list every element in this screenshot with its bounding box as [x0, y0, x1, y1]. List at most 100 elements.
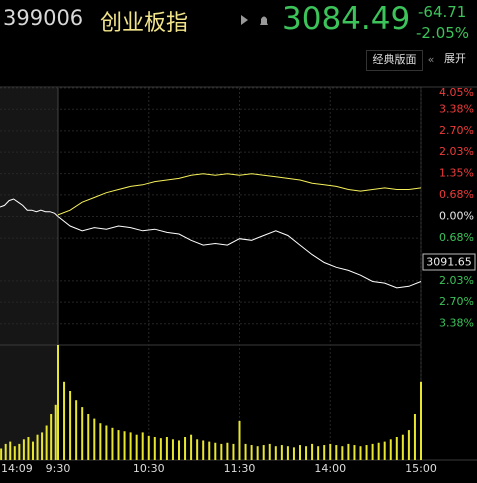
- x-tick-label: 14:00: [314, 462, 346, 475]
- volume-bar: [329, 443, 332, 460]
- y-tick-label: 0.68%: [439, 231, 474, 244]
- volume-bar: [196, 439, 199, 460]
- volume-bar: [81, 407, 84, 460]
- expand-button[interactable]: 展开: [444, 53, 466, 65]
- volume-bar: [262, 445, 265, 460]
- x-tick-label: 15:00: [405, 462, 437, 475]
- volume-bar: [238, 420, 241, 460]
- volume-bar: [359, 446, 362, 460]
- volume-bar: [4, 443, 7, 460]
- volume-bar: [36, 434, 39, 460]
- volume-bar: [190, 434, 193, 460]
- price-line: [57, 173, 422, 216]
- volume-bar: [0, 448, 3, 460]
- volume-bar: [123, 431, 126, 460]
- volume-bar: [184, 437, 187, 460]
- volume-bar: [347, 443, 350, 460]
- volume-bar: [377, 442, 380, 460]
- volume-bar: [165, 437, 168, 460]
- volume-bar: [407, 430, 410, 460]
- x-tick-label: 11:30: [224, 462, 256, 475]
- price: 3084.49: [282, 1, 411, 37]
- volume-bar: [18, 443, 21, 460]
- x-tick-label: 14:09: [1, 462, 33, 475]
- y-tick-label: 0.68%: [439, 188, 474, 201]
- y-tick-label: 3.38%: [439, 102, 474, 115]
- volume-bar: [50, 414, 53, 460]
- x-tick-label: 9:30: [46, 462, 71, 475]
- volume-bar: [141, 432, 144, 460]
- volume-bar: [54, 404, 57, 460]
- volume-bar: [178, 440, 180, 460]
- volume-bar: [250, 445, 253, 460]
- volume-bar: [87, 414, 90, 460]
- stock-code: 399006: [3, 6, 84, 30]
- volume-bar: [13, 446, 16, 460]
- volume-bar: [244, 443, 247, 460]
- volume-bar: [75, 400, 78, 460]
- y-tick-label: 2.03%: [439, 274, 474, 287]
- volume-bar: [208, 441, 211, 460]
- volume-bar: [299, 445, 301, 460]
- volume-bar: [311, 443, 314, 460]
- price-line: [0, 198, 59, 217]
- volume-bar: [389, 439, 392, 460]
- bell-icon[interactable]: [260, 16, 268, 26]
- volume-bar: [111, 427, 114, 460]
- volume-bar: [274, 446, 277, 460]
- volume-bar: [153, 437, 156, 460]
- volume-bar: [420, 381, 422, 460]
- x-tick-label: 10:30: [133, 462, 165, 475]
- volume-bar: [41, 432, 44, 460]
- y-tick-label: 2.70%: [439, 124, 474, 137]
- y-tick-label: 1.35%: [439, 167, 474, 180]
- cursor-box: [422, 253, 476, 271]
- volume-bar: [305, 446, 308, 460]
- volume-bar: [9, 441, 12, 460]
- volume-bar: [395, 437, 398, 460]
- volume-bar: [22, 439, 25, 460]
- y-tick-label: 2.70%: [439, 295, 474, 308]
- cursor-label: 3091.65: [426, 256, 472, 269]
- volume-bar: [232, 443, 235, 460]
- price-line: [57, 216, 422, 289]
- volume-bar: [341, 446, 344, 460]
- volume-bar: [286, 446, 289, 460]
- change-pct: -2.05%: [416, 24, 470, 42]
- volume-bar: [365, 445, 368, 460]
- volume-bar: [159, 438, 162, 460]
- volume-bar: [31, 441, 34, 460]
- volume-bar: [171, 439, 174, 460]
- volume-bar: [214, 442, 217, 460]
- volume-bar: [256, 446, 259, 460]
- volume-bar: [147, 435, 150, 460]
- volume-bar: [268, 443, 271, 460]
- layout-button[interactable]: 经典版面: [366, 50, 423, 71]
- volume-bar: [292, 447, 295, 460]
- volume-bar: [45, 425, 48, 460]
- volume-bar: [69, 391, 72, 460]
- previous-session-bg: [0, 88, 58, 460]
- y-tick-label: 0.00%: [439, 210, 474, 223]
- volume-bar: [63, 381, 66, 460]
- volume-bar: [202, 440, 205, 460]
- volume-bar: [93, 418, 96, 460]
- volume-bar: [105, 425, 108, 460]
- stock-name: 创业板指: [100, 10, 189, 35]
- volume-bar: [371, 443, 374, 460]
- volume-bar: [323, 445, 326, 460]
- volume-bar: [117, 430, 120, 460]
- volume-bar: [27, 437, 30, 460]
- y-tick-label: 4.05%: [439, 86, 474, 99]
- volume-bar: [57, 345, 59, 460]
- volume-bar: [335, 445, 338, 460]
- collapse-icon[interactable]: «: [428, 53, 435, 66]
- play-icon[interactable]: [241, 15, 248, 25]
- volume-bar: [99, 423, 102, 460]
- change: -64.71: [418, 3, 467, 21]
- y-tick-label: 2.03%: [439, 145, 474, 158]
- volume-bar: [401, 434, 404, 460]
